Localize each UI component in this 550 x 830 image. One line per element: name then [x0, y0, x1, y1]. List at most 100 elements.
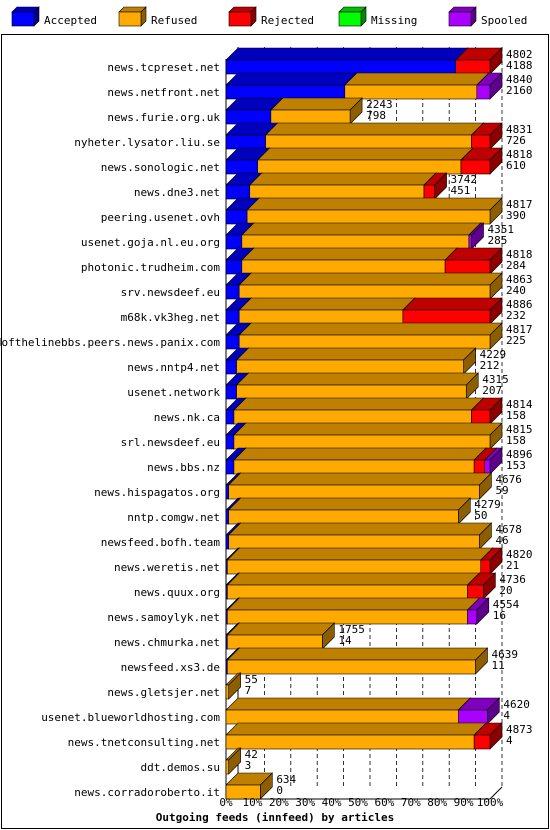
row-label: news.weretis.net [114, 561, 220, 574]
bar-row [225, 297, 503, 325]
bar-row [225, 772, 274, 800]
bar-segment-rejected [480, 547, 503, 575]
row-accepted-count: 158 [506, 434, 526, 447]
legend-swatch [448, 6, 477, 27]
bars [225, 47, 503, 800]
bar-row [225, 422, 503, 450]
row-label: news.hispagatos.org [94, 486, 220, 499]
row-label: news.bbs.nz [147, 461, 220, 474]
row-accepted-count: 0 [276, 784, 283, 797]
bar-segment-refused [225, 672, 242, 700]
legend-item-accepted: Accepted [11, 6, 97, 27]
bar-segment-rejected [473, 722, 503, 750]
bar-row [225, 622, 336, 650]
legend-label: Missing [371, 14, 417, 27]
row-accepted-count: 3 [245, 759, 252, 772]
row-total: 4863 [506, 273, 533, 286]
row-total: 2243 [366, 98, 393, 111]
bar-segment-refused [344, 72, 490, 100]
row-total: 4678 [495, 523, 522, 536]
x-tick-label: 60% [374, 796, 394, 809]
bar-segment-refused [238, 272, 503, 300]
bar-row [225, 72, 503, 100]
row-total: 4873 [506, 723, 533, 736]
row-accepted-count: 232 [506, 309, 526, 322]
bar-row [225, 547, 503, 575]
bar-segment-refused [225, 697, 472, 725]
x-axis-depth [489, 786, 503, 800]
bar-segment-rejected [402, 297, 503, 325]
legend-swatch [11, 6, 40, 27]
row-total: 4639 [491, 648, 517, 661]
row-accepted-count: 2160 [506, 84, 533, 97]
bar-segment-spooled [476, 72, 503, 100]
bar-segment-refused [241, 222, 482, 250]
row-total: 4279 [474, 498, 501, 511]
row-label: usenet.network [127, 386, 220, 399]
row-total: 4896 [506, 448, 533, 461]
legend-label: Spooled [481, 14, 527, 27]
row-accepted-count: 59 [495, 484, 508, 497]
row-total: 4351 [488, 223, 515, 236]
bar-segment-refused [246, 197, 503, 225]
row-accepted-count: 158 [506, 409, 526, 422]
row-label: peering.usenet.ovh [101, 211, 220, 224]
row-total: 4840 [506, 73, 533, 86]
bar-row [225, 222, 485, 250]
row-total: 1755 [338, 623, 365, 636]
bar-segment-spooled [483, 447, 503, 475]
bar-segment-refused [233, 397, 485, 425]
bar-row [225, 272, 503, 300]
bar-segment-refused [233, 447, 487, 475]
row-total: 4815 [506, 423, 533, 436]
row-label: newsfeed.bofh.team [101, 536, 221, 549]
x-tick-label: 100% [477, 796, 504, 809]
row-accepted-count: 11 [491, 659, 504, 672]
row-accepted-count: 153 [506, 459, 526, 472]
row-label: nyheter.lysator.liu.se [74, 136, 220, 149]
row-label: usenet.blueworldhosting.com [41, 711, 220, 724]
bar-row [225, 347, 477, 375]
row-label: srv.newsdeef.eu [121, 286, 220, 299]
bar-row [225, 122, 503, 150]
bar-segment-rejected [460, 147, 503, 175]
bar-segment-refused [235, 347, 477, 375]
bar-segment-rejected [444, 247, 503, 275]
legend-swatch [338, 6, 367, 27]
x-tick-label: 90% [454, 796, 474, 809]
bar-segment-refused [226, 597, 481, 625]
row-total: 4820 [506, 548, 533, 561]
row-accepted-count: 451 [451, 184, 471, 197]
row-label: news.quux.org [134, 586, 220, 599]
row-accepted-count: 798 [366, 109, 386, 122]
bar-row [225, 97, 363, 125]
bar-row [225, 197, 503, 225]
bar-row [225, 522, 493, 550]
row-label: ddt.demos.su [141, 761, 220, 774]
bar-segment-rejected [470, 122, 503, 150]
row-label: endofthelinebbs.peers.news.panix.com [0, 336, 220, 349]
x-tick-label: 80% [427, 796, 447, 809]
legend-item-missing: Missing [338, 6, 417, 27]
row-accepted-count: 4 [506, 734, 513, 747]
bar-segment-spooled [457, 697, 501, 725]
row-label: newsfeed.xs3.de [121, 661, 220, 674]
bar-segment-refused [225, 747, 242, 775]
row-accepted-count: 21 [506, 559, 519, 572]
row-accepted-count: 207 [482, 384, 502, 397]
legend-swatch [228, 6, 257, 27]
row-label: news.chmurka.net [114, 636, 220, 649]
row-accepted-count: 285 [488, 234, 508, 247]
bar-segment-refused [235, 372, 479, 400]
bar-segment-refused [241, 247, 458, 275]
bar-row [225, 672, 242, 700]
bar-segment-refused [225, 722, 487, 750]
row-total: 55 [245, 673, 258, 686]
bar-segment-spooled [466, 597, 490, 625]
bar-segment-refused [226, 547, 494, 575]
plot-frame [1, 34, 549, 829]
bar-row [225, 147, 503, 175]
row-accepted-count: 50 [474, 509, 487, 522]
